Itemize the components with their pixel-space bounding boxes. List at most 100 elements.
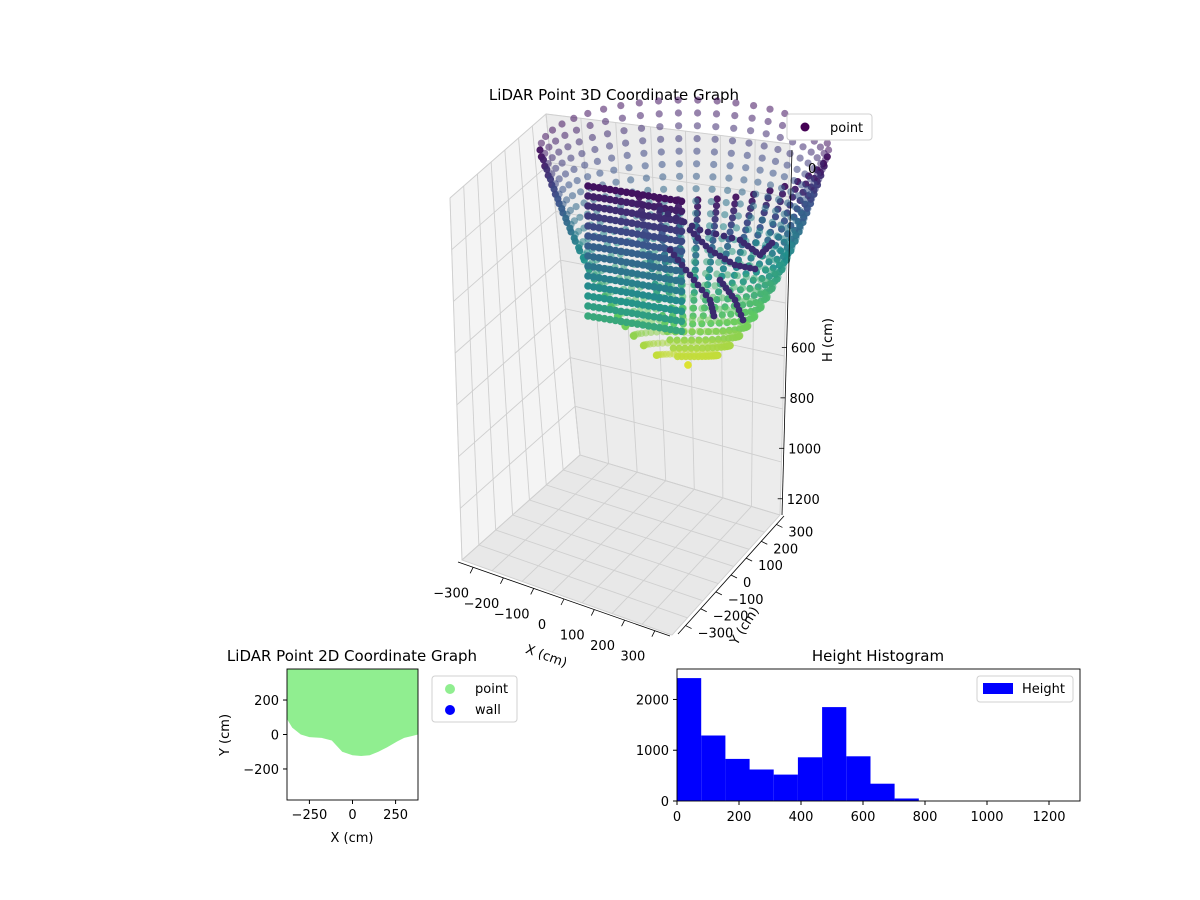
trace-point-3d	[690, 276, 698, 284]
y-tick-mark	[715, 591, 723, 596]
point-3d	[714, 328, 722, 336]
grid-left-v	[449, 197, 463, 561]
trace-point-3d	[656, 206, 664, 214]
grid-floor-b	[551, 480, 667, 593]
point-3d	[711, 282, 719, 290]
point-3d	[778, 261, 786, 269]
point-3d	[764, 193, 772, 201]
point-3d	[743, 151, 751, 159]
y-tick-label-histogram: 1000	[636, 744, 669, 759]
x-tick-label: −100	[494, 607, 530, 622]
point-3d	[608, 154, 616, 162]
point-3d	[698, 339, 707, 347]
legend-2d-wall-label: wall	[475, 703, 501, 718]
point-3d	[568, 192, 577, 200]
point-3d	[675, 344, 683, 352]
point-3d	[600, 105, 608, 113]
point-3d	[790, 177, 798, 185]
point-3d	[681, 344, 689, 352]
legend-histogram-frame	[976, 675, 1074, 703]
point-3d	[721, 211, 729, 219]
point-3d	[692, 251, 700, 259]
point-3d	[768, 218, 776, 226]
wall-point-3d	[677, 197, 686, 206]
z-tick-label: 800	[789, 392, 814, 407]
point-3d	[791, 231, 799, 239]
point-3d	[684, 361, 692, 369]
point-3d	[625, 164, 633, 172]
point-3d	[743, 219, 751, 227]
point-3d	[575, 138, 583, 146]
point-3d	[716, 246, 724, 255]
point-3d	[794, 192, 802, 200]
point-3d	[639, 137, 647, 145]
x-tick-label: 100	[560, 629, 585, 644]
point-3d	[780, 173, 789, 181]
x-tick-mark	[651, 630, 656, 637]
point-3d	[696, 316, 705, 324]
point-3d	[744, 225, 753, 234]
grid-back-h	[545, 113, 791, 145]
frame-histogram	[676, 668, 1081, 802]
title-3d: LiDAR Point 3D Coordinate Graph	[489, 86, 739, 104]
point-3d	[758, 216, 767, 224]
point-3d	[807, 148, 815, 156]
point-3d	[676, 185, 684, 193]
point-3d	[578, 150, 586, 158]
point-3d	[773, 232, 781, 240]
point-3d	[771, 207, 780, 215]
point-3d	[742, 273, 751, 281]
point-3d	[722, 250, 730, 258]
point-3d	[693, 160, 701, 168]
point-3d	[714, 351, 722, 359]
point-3d	[552, 164, 560, 172]
point-3d	[537, 139, 546, 147]
point-3d	[674, 109, 683, 117]
point-3d	[575, 227, 583, 235]
point-3d	[596, 169, 604, 177]
legend-3d-label: point	[830, 121, 863, 136]
legend-3d-frame	[786, 113, 873, 141]
point-3d	[548, 154, 556, 162]
point-3d	[577, 188, 585, 196]
y-tick-mark	[761, 540, 768, 545]
histogram-bar	[677, 678, 702, 801]
point-3d	[763, 291, 771, 299]
y-tick-label: 300	[788, 525, 813, 540]
y-tick-mark	[745, 557, 753, 562]
point-3d	[803, 200, 811, 208]
grid-left-h	[451, 162, 552, 251]
grid-floor-a	[461, 559, 673, 636]
legend-histogram: Height	[976, 675, 1074, 703]
point-3d	[693, 216, 701, 224]
point-3d	[710, 148, 719, 156]
point-3d	[675, 147, 683, 155]
point-3d	[739, 249, 747, 257]
wall-point-3d	[677, 297, 686, 306]
point-3d	[787, 241, 795, 249]
point-3d	[573, 177, 581, 185]
wall-point-3d	[677, 317, 686, 326]
grid-left-h	[459, 405, 576, 509]
point-3d	[669, 344, 677, 352]
point-3d	[698, 304, 706, 312]
point-3d	[565, 181, 573, 189]
trace-point-3d	[728, 234, 736, 242]
point-3d	[640, 149, 648, 157]
grid-floor-a	[495, 529, 704, 602]
point-3d	[746, 285, 754, 293]
trace-point-3d	[751, 265, 759, 273]
point-3d	[771, 213, 780, 221]
legend-histogram-swatch	[983, 683, 1013, 694]
trace-point-3d	[682, 266, 690, 274]
point-3d	[623, 151, 631, 159]
wall-point-3d	[677, 207, 686, 216]
point-3d	[659, 173, 667, 181]
point-3d	[743, 321, 752, 329]
point-3d	[658, 160, 666, 169]
point-3d	[627, 176, 635, 184]
point-3d	[689, 293, 697, 301]
point-3d	[786, 150, 794, 158]
point-3d	[542, 132, 550, 141]
